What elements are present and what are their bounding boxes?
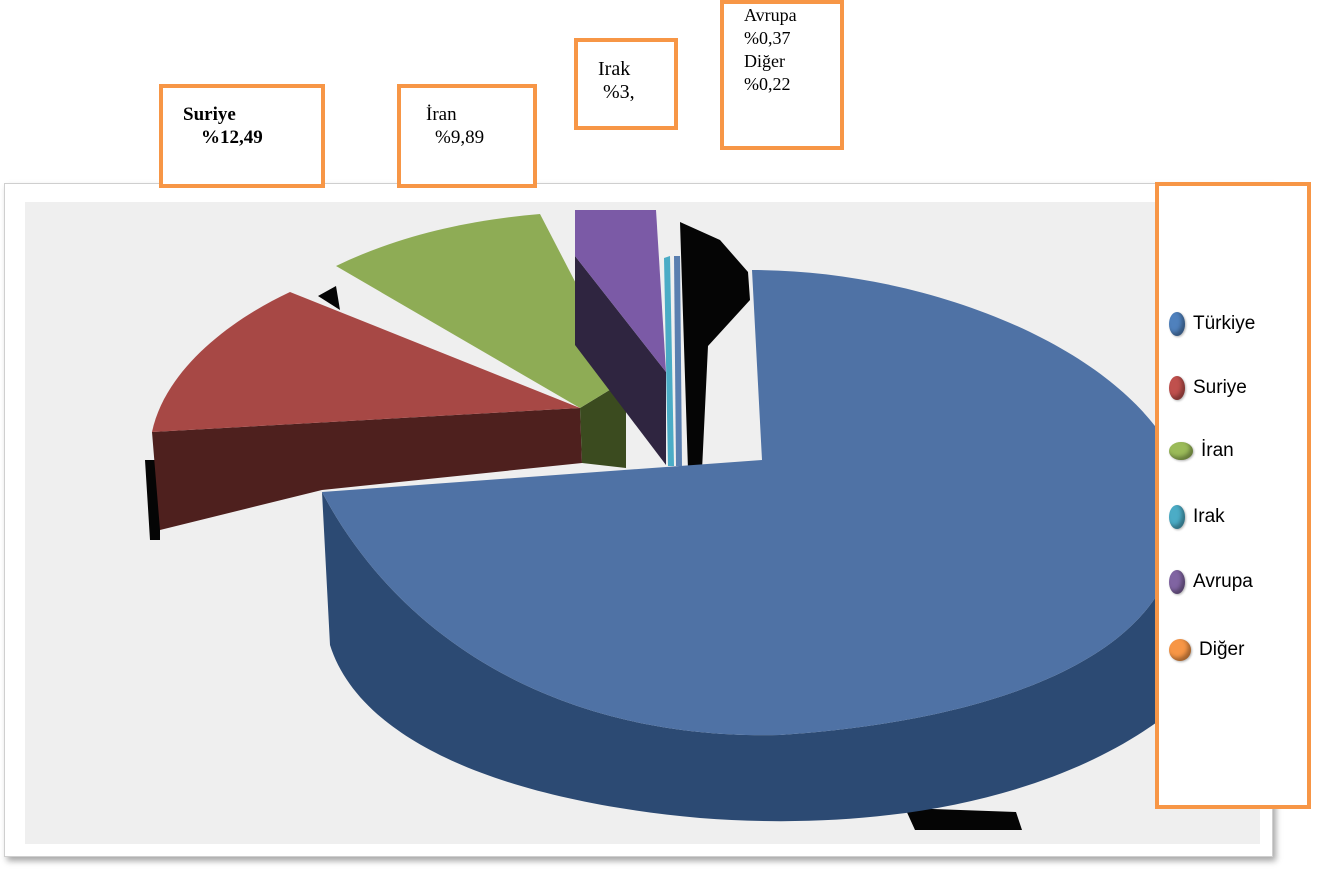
legend-marker: [1169, 570, 1185, 594]
callout-avrupa-diger: Avrupa %0,37 Diğer %0,22: [720, 0, 844, 150]
slice-side-irak: [575, 256, 666, 465]
legend-item-suriye: Suriye: [1169, 373, 1247, 403]
legend-item-iran: İran: [1169, 436, 1234, 466]
chart-legend: Türkiye Suriye İran Irak Avrupa Diğer: [1155, 182, 1311, 809]
legend-label: İran: [1201, 440, 1234, 461]
callout-suriye-name: Suriye: [183, 104, 236, 125]
callout-avrupa-value: %0,37: [744, 28, 791, 48]
callout-iran-value: %9,89: [435, 127, 485, 148]
slice-shadow: [318, 286, 340, 310]
legend-item-diger: Diğer: [1169, 635, 1244, 665]
callout-iran: İran %9,89: [397, 84, 537, 188]
slice-iran: [336, 214, 626, 408]
slice-side-suriye: [152, 408, 582, 530]
callout-diger-value: %0,22: [744, 74, 791, 94]
legend-label: Irak: [1193, 506, 1225, 527]
slice-avrupa: [664, 256, 674, 466]
legend-label: Avrupa: [1193, 571, 1253, 592]
legend-marker: [1169, 312, 1185, 336]
legend-item-irak: Irak: [1169, 502, 1225, 532]
callout-diger-name: Diğer: [744, 51, 785, 71]
legend-label: Türkiye: [1193, 313, 1256, 334]
slice-side-iran: [580, 380, 626, 468]
legend-marker: [1169, 639, 1191, 661]
callout-irak-value: %3,: [603, 81, 635, 103]
slice-diger: [674, 256, 682, 466]
legend-marker: [1169, 442, 1193, 460]
callout-iran-name: İran: [426, 104, 457, 125]
legend-item-turkiye: Türkiye: [1169, 309, 1255, 339]
slice-side-turkiye: [322, 492, 1160, 822]
legend-label: Diğer: [1199, 639, 1245, 660]
slice-suriye: [152, 292, 580, 432]
callout-irak: Irak %3,: [574, 38, 678, 130]
legend-label: Suriye: [1193, 377, 1247, 398]
legend-marker: [1169, 505, 1185, 529]
callout-suriye: Suriye %12,49: [159, 84, 325, 188]
legend-item-avrupa: Avrupa: [1169, 567, 1253, 597]
legend-marker: [1169, 376, 1185, 400]
slice-irak: [575, 210, 666, 372]
callout-irak-name: Irak: [598, 58, 631, 80]
slice-turkiye: [322, 270, 1165, 736]
callout-suriye-value: %12,49: [201, 127, 263, 148]
slice-shadow: [905, 808, 1022, 830]
callout-avrupa-name: Avrupa: [744, 5, 797, 25]
slice-shadow: [680, 222, 750, 470]
